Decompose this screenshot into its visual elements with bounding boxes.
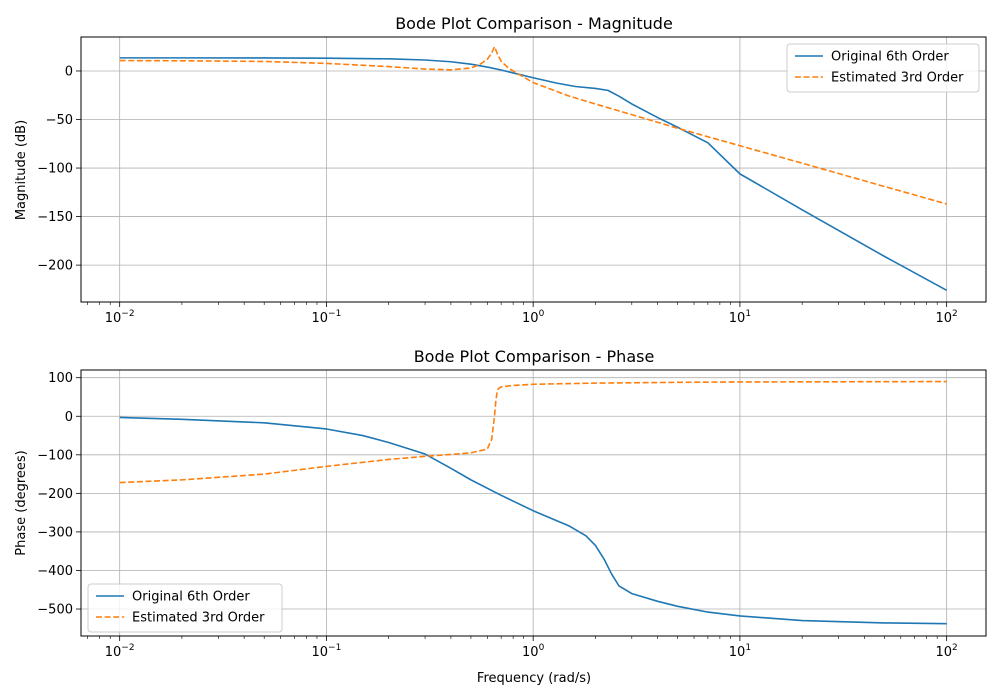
magnitude-series-line-original — [119, 57, 948, 292]
magnitude-x-tick-label: 101 — [729, 309, 751, 326]
magnitude-y-tick-label: −200 — [37, 259, 73, 274]
phase-x-tick-label: 100 — [522, 643, 545, 660]
magnitude-legend — [786, 43, 980, 93]
phase-y-tick-label: 100 — [48, 371, 73, 386]
magnitude-x-tick-label: 10−2 — [105, 309, 135, 326]
magnitude-x-tick-label: 100 — [522, 309, 545, 326]
phase-series-line-estimated — [119, 380, 947, 484]
magnitude-y-tick-label: −150 — [37, 210, 73, 225]
magnitude-legend-label: Original 6th Order — [831, 50, 949, 65]
magnitude-x-tick-label: 102 — [936, 309, 958, 326]
phase-title: Bode Plot Comparison - Phase — [414, 347, 655, 366]
phase-y-tick-label: −400 — [37, 564, 73, 579]
magnitude-y-tick-label: 0 — [65, 64, 73, 79]
phase-y-tick-label: 0 — [65, 410, 73, 425]
magnitude-series-line-estimated — [119, 45, 947, 205]
phase-series-line-original — [119, 416, 947, 625]
magnitude-ylabel: Magnitude (dB) — [14, 120, 29, 220]
phase-x-tick-label: 102 — [936, 643, 958, 660]
phase-xlabel: Frequency (rad/s) — [477, 671, 591, 686]
phase-legend — [87, 583, 283, 633]
phase-ylabel: Phase (degrees) — [14, 450, 29, 555]
magnitude-legend-label: Estimated 3rd Order — [831, 71, 964, 86]
phase-y-tick-label: −100 — [37, 448, 73, 463]
magnitude-title: Bode Plot Comparison - Magnitude — [395, 14, 673, 33]
phase-y-tick-label: −200 — [37, 487, 73, 502]
phase-legend-label: Original 6th Order — [132, 590, 250, 605]
phase-x-tick-label: 10−1 — [312, 643, 342, 660]
magnitude-subplot: Bode Plot Comparison - Magnitude 10−2 10−… — [14, 14, 987, 326]
phase-x-tick-label: 101 — [729, 643, 751, 660]
phase-legend-label: Estimated 3rd Order — [132, 611, 265, 626]
magnitude-y-tick-label: −100 — [37, 162, 73, 177]
phase-y-tick-label: −300 — [37, 525, 73, 540]
magnitude-x-tick-label: 10−1 — [312, 309, 342, 326]
phase-x-tick-label: 10−2 — [105, 643, 135, 660]
phase-y-tick-label: −500 — [37, 603, 73, 618]
magnitude-y-tick-label: −50 — [46, 113, 73, 128]
phase-subplot: Bode Plot Comparison - Phase 10−2 10−1 100… — [14, 347, 987, 686]
